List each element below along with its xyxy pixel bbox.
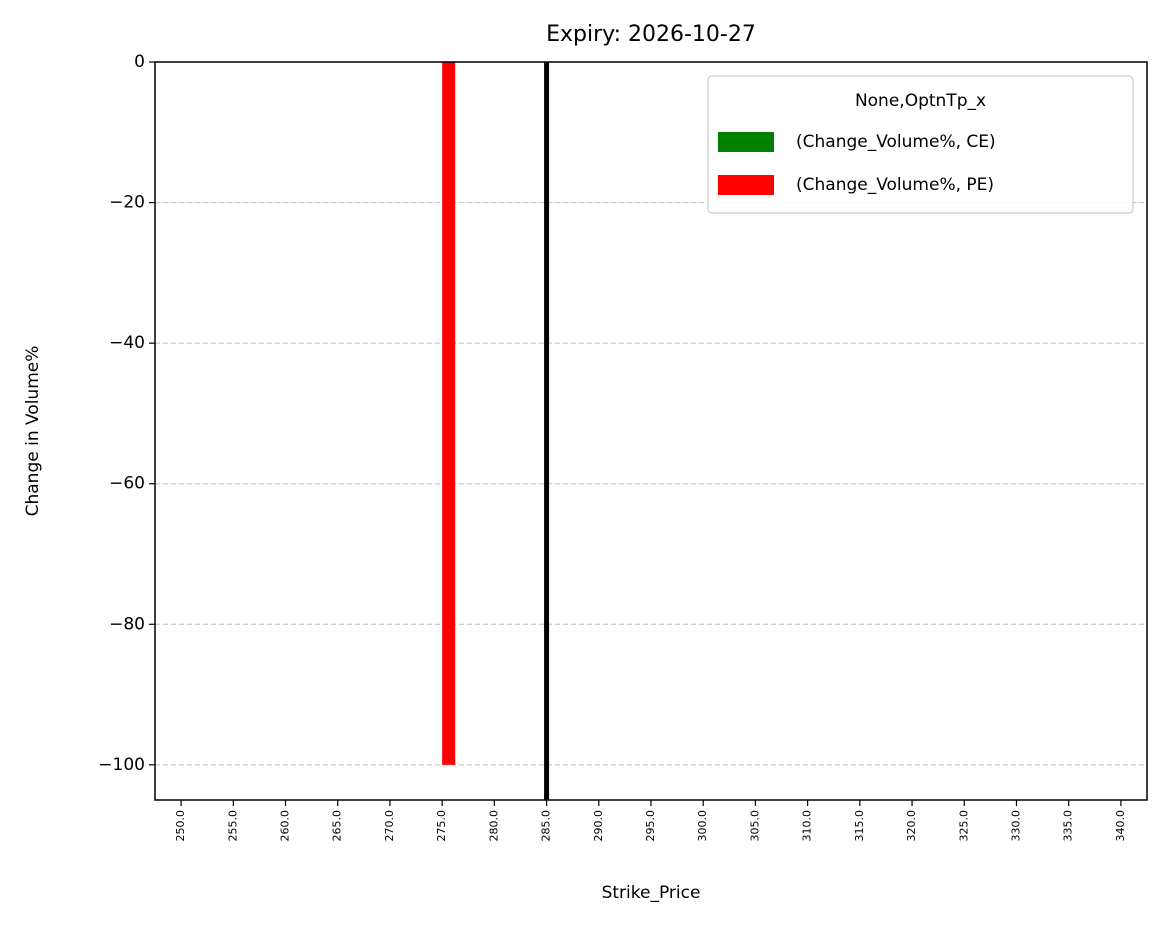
y-tick-label: −60 (109, 474, 145, 494)
y-tick-label: −100 (98, 755, 145, 775)
x-tick-label: 305.0 (748, 810, 761, 842)
x-tick-label: 275.0 (435, 810, 448, 842)
x-tick-label: 290.0 (592, 810, 605, 842)
legend-swatch (718, 175, 774, 195)
x-tick-label: 315.0 (853, 810, 866, 842)
y-tick-label: 0 (134, 52, 145, 72)
chart-title: Expiry: 2026-10-27 (546, 22, 756, 47)
x-tick-label: 295.0 (644, 810, 657, 842)
x-tick-label: 320.0 (905, 810, 918, 842)
x-tick-label: 260.0 (279, 810, 292, 842)
x-tick-label: 285.0 (540, 810, 553, 842)
legend-label: (Change_Volume%, CE) (796, 132, 996, 152)
x-tick-label: 310.0 (801, 810, 814, 842)
plot-frame (154, 61, 1148, 801)
legend-swatch (718, 132, 774, 152)
legend-title: None,OptnTp_x (855, 91, 986, 111)
legend-label: (Change_Volume%, PE) (796, 175, 994, 195)
x-tick-label: 250.0 (174, 810, 187, 842)
x-tick-label: 335.0 (1062, 810, 1075, 842)
x-axis-label: Strike_Price (602, 883, 701, 903)
x-tick-label: 265.0 (331, 810, 344, 842)
legend-box (707, 75, 1134, 214)
x-tick-label: 300.0 (696, 810, 709, 842)
y-tick-label: −80 (109, 614, 145, 634)
y-tick-label: −40 (109, 333, 145, 353)
y-tick-label: −20 (109, 193, 145, 213)
x-tick-label: 325.0 (957, 810, 970, 842)
x-tick-label: 255.0 (226, 810, 239, 842)
y-axis-label: Change in Volume% (23, 346, 43, 517)
bar (442, 62, 456, 765)
x-tick-label: 270.0 (383, 810, 396, 842)
x-tick-label: 330.0 (1009, 810, 1022, 842)
x-tick-label: 280.0 (487, 810, 500, 842)
x-tick-label: 340.0 (1114, 810, 1127, 842)
